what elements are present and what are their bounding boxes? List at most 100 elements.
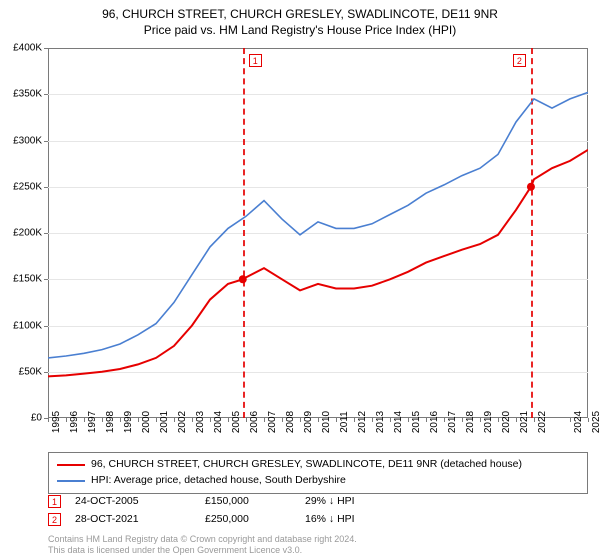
sale-row-2: 2 28-OCT-2021 £250,000 16% ↓ HPI — [48, 510, 588, 528]
x-axis-label: 2004 — [213, 411, 224, 433]
title-line-2: Price paid vs. HM Land Registry's House … — [0, 22, 600, 38]
x-tick — [318, 418, 319, 422]
x-axis-label: 2000 — [141, 411, 152, 433]
x-tick — [588, 418, 589, 422]
x-axis-label: 2018 — [465, 411, 476, 433]
x-axis-label: 2005 — [231, 411, 242, 433]
x-axis-label: 2013 — [375, 411, 386, 433]
y-axis-label: £0 — [0, 413, 42, 424]
x-tick — [84, 418, 85, 422]
y-axis-label: £200K — [0, 228, 42, 239]
footer: Contains HM Land Registry data © Crown c… — [48, 534, 588, 557]
x-axis-label: 2003 — [195, 411, 206, 433]
sale-diff-1: 29% ↓ HPI — [305, 495, 425, 507]
x-axis-label: 1996 — [69, 411, 80, 433]
x-tick — [372, 418, 373, 422]
x-axis-label: 2014 — [393, 411, 404, 433]
x-tick — [246, 418, 247, 422]
x-axis-label: 2024 — [573, 411, 584, 433]
x-axis-label: 2017 — [447, 411, 458, 433]
event-marker-box-1: 1 — [249, 54, 262, 67]
x-tick — [462, 418, 463, 422]
x-axis-label: 1999 — [123, 411, 134, 433]
x-axis-label: 1998 — [105, 411, 116, 433]
x-tick — [120, 418, 121, 422]
event-dot-1 — [239, 275, 247, 283]
x-axis-label: 2019 — [483, 411, 494, 433]
x-axis-label: 2002 — [177, 411, 188, 433]
x-axis-label: 2009 — [303, 411, 314, 433]
sale-marker-2: 2 — [48, 513, 61, 526]
x-axis-label: 2006 — [249, 411, 260, 433]
chart-figure: 96, CHURCH STREET, CHURCH GRESLEY, SWADL… — [0, 0, 600, 560]
x-tick — [444, 418, 445, 422]
x-tick — [192, 418, 193, 422]
x-tick — [48, 418, 49, 422]
x-tick — [210, 418, 211, 422]
x-tick — [156, 418, 157, 422]
sale-marker-1: 1 — [48, 495, 61, 508]
x-axis-label: 2010 — [321, 411, 332, 433]
x-axis-label: 2020 — [501, 411, 512, 433]
x-axis-label: 2008 — [285, 411, 296, 433]
x-axis-label: 2007 — [267, 411, 278, 433]
x-axis-label: 2025 — [591, 411, 600, 433]
title-block: 96, CHURCH STREET, CHURCH GRESLEY, SWADL… — [0, 0, 600, 38]
x-tick — [390, 418, 391, 422]
sale-date-1: 24-OCT-2005 — [75, 495, 205, 507]
x-tick — [480, 418, 481, 422]
sale-rows: 1 24-OCT-2005 £150,000 29% ↓ HPI 2 28-OC… — [48, 492, 588, 528]
y-axis-label: £350K — [0, 89, 42, 100]
x-axis-label: 2011 — [339, 411, 350, 433]
footer-line-1: Contains HM Land Registry data © Crown c… — [48, 534, 588, 545]
x-tick — [426, 418, 427, 422]
x-axis-label: 2015 — [411, 411, 422, 433]
legend-swatch-hpi — [57, 480, 85, 482]
x-tick — [138, 418, 139, 422]
sale-diff-2: 16% ↓ HPI — [305, 513, 425, 525]
x-tick — [534, 418, 535, 422]
x-tick — [174, 418, 175, 422]
x-axis-label: 2022 — [537, 411, 548, 433]
x-tick — [102, 418, 103, 422]
x-tick — [516, 418, 517, 422]
series-layer — [48, 48, 588, 418]
legend: 96, CHURCH STREET, CHURCH GRESLEY, SWADL… — [48, 452, 588, 494]
footer-line-2: This data is licensed under the Open Gov… — [48, 545, 588, 556]
legend-item-hpi: HPI: Average price, detached house, Sout… — [57, 473, 579, 489]
x-axis-label: 2021 — [519, 411, 530, 433]
chart-area: 12 1995199619971998199920002001200220032… — [48, 48, 588, 418]
x-axis-label: 2012 — [357, 411, 368, 433]
event-dot-2 — [527, 183, 535, 191]
sale-row-1: 1 24-OCT-2005 £150,000 29% ↓ HPI — [48, 492, 588, 510]
x-axis-label: 2001 — [159, 411, 170, 433]
legend-item-property: 96, CHURCH STREET, CHURCH GRESLEY, SWADL… — [57, 457, 579, 473]
x-axis-label: 2016 — [429, 411, 440, 433]
x-tick — [300, 418, 301, 422]
x-tick — [66, 418, 67, 422]
x-axis-label: 1995 — [51, 411, 62, 433]
series-line-property — [48, 150, 588, 377]
sale-date-2: 28-OCT-2021 — [75, 513, 205, 525]
sale-price-2: £250,000 — [205, 513, 305, 525]
y-axis-label: £400K — [0, 43, 42, 54]
x-tick — [336, 418, 337, 422]
x-tick — [570, 418, 571, 422]
legend-label-hpi: HPI: Average price, detached house, Sout… — [91, 473, 346, 489]
y-axis-label: £100K — [0, 320, 42, 331]
title-line-1: 96, CHURCH STREET, CHURCH GRESLEY, SWADL… — [0, 6, 600, 22]
x-tick — [408, 418, 409, 422]
y-axis-label: £50K — [0, 366, 42, 377]
x-tick — [282, 418, 283, 422]
x-axis-label: 1997 — [87, 411, 98, 433]
sale-price-1: £150,000 — [205, 495, 305, 507]
x-tick — [264, 418, 265, 422]
y-axis-label: £250K — [0, 181, 42, 192]
x-tick — [354, 418, 355, 422]
y-axis-label: £150K — [0, 274, 42, 285]
event-marker-box-2: 2 — [513, 54, 526, 67]
x-tick — [228, 418, 229, 422]
series-line-hpi — [48, 92, 588, 358]
x-tick — [498, 418, 499, 422]
legend-swatch-property — [57, 464, 85, 466]
